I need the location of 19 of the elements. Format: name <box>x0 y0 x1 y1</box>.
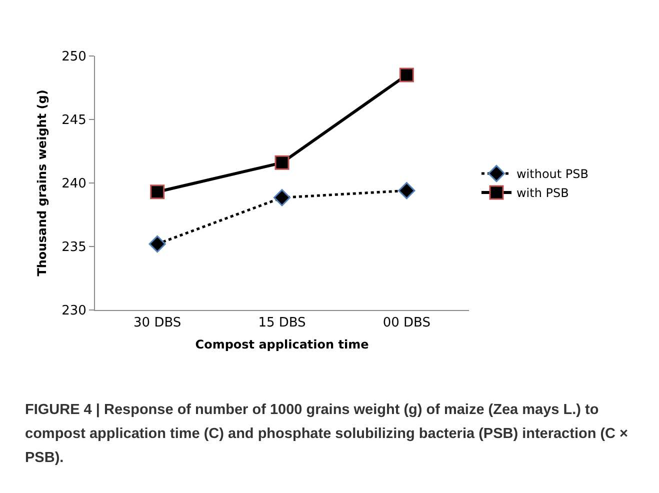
y-tick-label: 235 <box>62 240 86 256</box>
legend-label: without PSB <box>516 167 588 182</box>
caption: FIGURE 4 | Response of number of 1000 grains weight (g) of maize (Zea mays L.) to compost application time (C) and phosphate solubilizing bacteria (PSB) interaction (C × PSB). <box>25 401 630 468</box>
y-axis-title: Thousand grains weight (g) <box>34 90 49 276</box>
y-tick-label: 250 <box>62 50 86 65</box>
y-tick-label: 245 <box>62 113 86 128</box>
y-tick-label: 230 <box>62 304 86 319</box>
point <box>399 68 414 82</box>
x-axis-title: Compost application time <box>195 338 369 352</box>
point <box>274 155 290 170</box>
legend-label: with PSB <box>516 186 569 200</box>
point <box>150 184 165 200</box>
y-tick-label: 240 <box>62 176 86 192</box>
point <box>273 189 291 206</box>
x-tick-label: 00 DBS <box>382 316 430 331</box>
point <box>398 182 416 200</box>
x-tick-label: 15 DBS <box>258 316 306 331</box>
x-tick-label: 30 DBS <box>134 316 182 331</box>
point <box>148 235 166 253</box>
